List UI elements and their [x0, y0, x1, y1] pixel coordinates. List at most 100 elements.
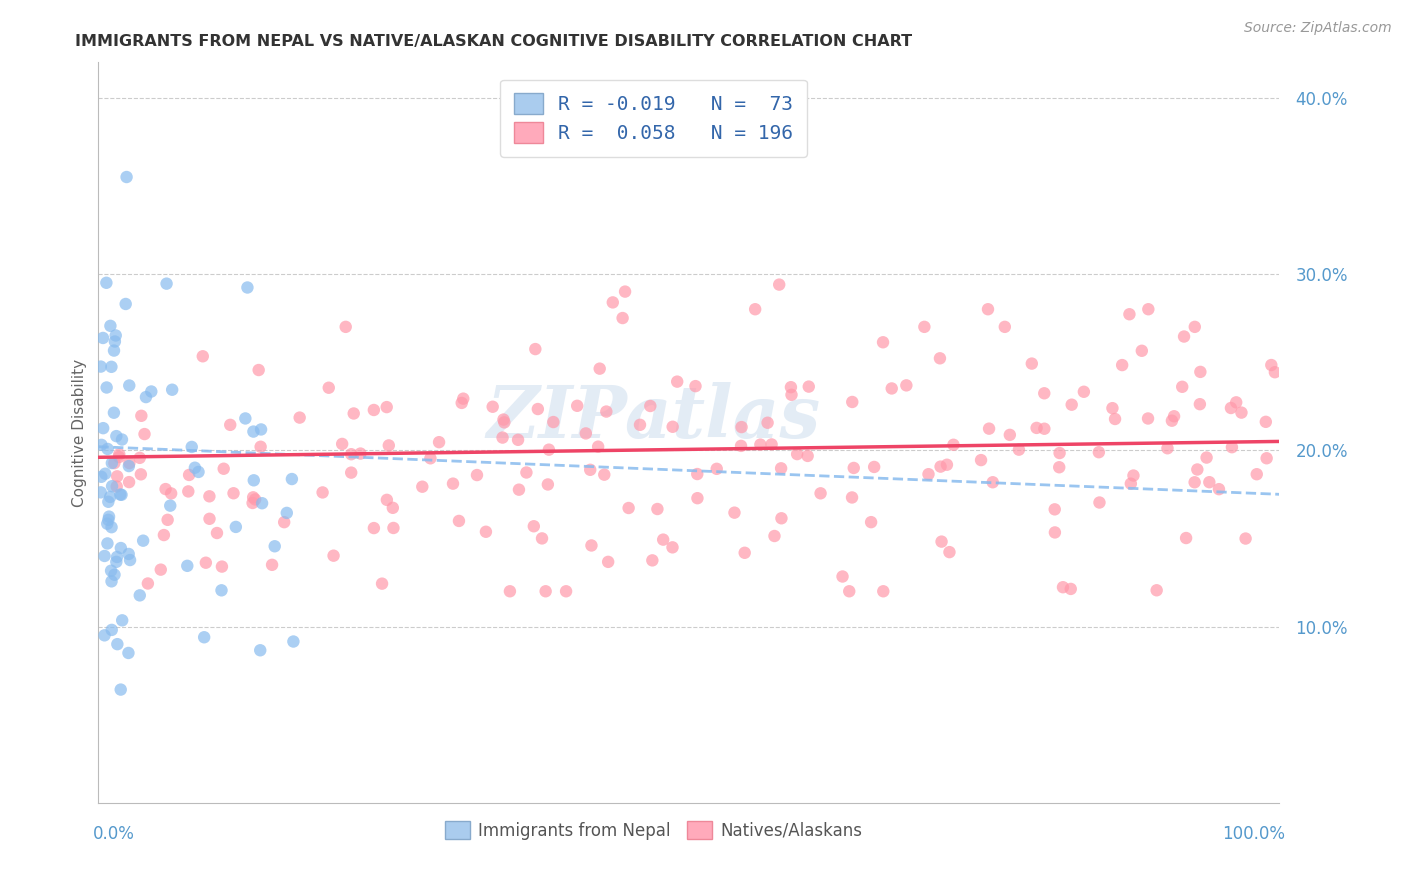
Point	[1033, 386, 1056, 401]
Point	[242, 425, 264, 439]
Point	[524, 342, 547, 356]
Point	[1088, 445, 1111, 459]
Point	[96, 516, 118, 531]
Point	[567, 399, 589, 413]
Point	[100, 520, 122, 534]
Point	[340, 447, 363, 461]
Point	[90, 470, 112, 484]
Text: ZIPatlas: ZIPatlas	[486, 383, 821, 453]
Point	[219, 417, 242, 432]
Point	[451, 392, 474, 406]
Point	[155, 277, 177, 291]
Point	[1130, 343, 1153, 358]
Point	[111, 613, 134, 627]
Point	[602, 295, 624, 310]
Point	[935, 458, 957, 472]
Text: 100.0%: 100.0%	[1222, 825, 1285, 843]
Point	[770, 511, 793, 525]
Point	[247, 363, 270, 377]
Point	[371, 576, 394, 591]
Point	[494, 416, 516, 430]
Point	[243, 492, 266, 507]
Point	[863, 459, 886, 474]
Point	[108, 450, 131, 464]
Point	[1163, 409, 1185, 424]
Point	[1230, 406, 1253, 420]
Point	[118, 378, 141, 392]
Point	[97, 495, 120, 509]
Point	[617, 501, 640, 516]
Text: IMMIGRANTS FROM NEPAL VS NATIVE/ALASKAN COGNITIVE DISABILITY CORRELATION CHART: IMMIGRANTS FROM NEPAL VS NATIVE/ALASKAN …	[75, 34, 912, 49]
Point	[91, 421, 114, 435]
Point	[117, 646, 139, 660]
Point	[132, 533, 155, 548]
Legend: Immigrants from Nepal, Natives/Alaskans: Immigrants from Nepal, Natives/Alaskans	[437, 814, 869, 847]
Point	[180, 440, 202, 454]
Point	[311, 485, 333, 500]
Point	[796, 449, 818, 463]
Point	[97, 513, 120, 527]
Point	[128, 450, 150, 465]
Point	[780, 380, 803, 394]
Point	[96, 380, 118, 394]
Point	[96, 536, 118, 550]
Point	[537, 442, 560, 457]
Point	[756, 416, 779, 430]
Point	[343, 407, 366, 421]
Point	[98, 490, 121, 504]
Point	[115, 169, 138, 184]
Point	[90, 438, 112, 452]
Point	[744, 302, 766, 317]
Point	[276, 506, 298, 520]
Point	[118, 547, 141, 561]
Point	[450, 396, 472, 410]
Point	[198, 512, 221, 526]
Point	[1189, 365, 1212, 379]
Point	[614, 285, 637, 299]
Point	[330, 437, 353, 451]
Point	[131, 409, 153, 423]
Point	[880, 381, 903, 395]
Point	[593, 467, 616, 482]
Point	[118, 475, 141, 489]
Point	[581, 539, 603, 553]
Point	[110, 682, 132, 697]
Point	[1175, 531, 1198, 545]
Point	[104, 328, 127, 343]
Point	[108, 447, 131, 461]
Point	[363, 403, 385, 417]
Point	[104, 334, 127, 349]
Point	[118, 458, 141, 473]
Point	[912, 319, 935, 334]
Point	[98, 509, 121, 524]
Point	[382, 521, 405, 535]
Point	[176, 558, 198, 573]
Point	[105, 469, 128, 483]
Point	[97, 442, 120, 456]
Point	[749, 437, 772, 451]
Point	[100, 564, 122, 578]
Point	[198, 489, 221, 503]
Point	[1137, 411, 1160, 425]
Point	[640, 399, 662, 413]
Point	[335, 319, 357, 334]
Point	[118, 456, 141, 470]
Point	[160, 383, 183, 397]
Point	[184, 460, 207, 475]
Point	[994, 319, 1017, 334]
Point	[349, 446, 371, 460]
Point	[831, 569, 853, 583]
Point	[90, 485, 112, 500]
Point	[250, 422, 273, 436]
Point	[262, 558, 284, 572]
Point	[1104, 412, 1126, 426]
Point	[205, 526, 228, 541]
Point	[730, 439, 752, 453]
Point	[153, 528, 176, 542]
Point	[475, 524, 498, 539]
Point	[100, 623, 122, 637]
Point	[211, 583, 233, 598]
Point	[1088, 495, 1111, 509]
Point	[1225, 395, 1247, 409]
Point	[100, 574, 122, 589]
